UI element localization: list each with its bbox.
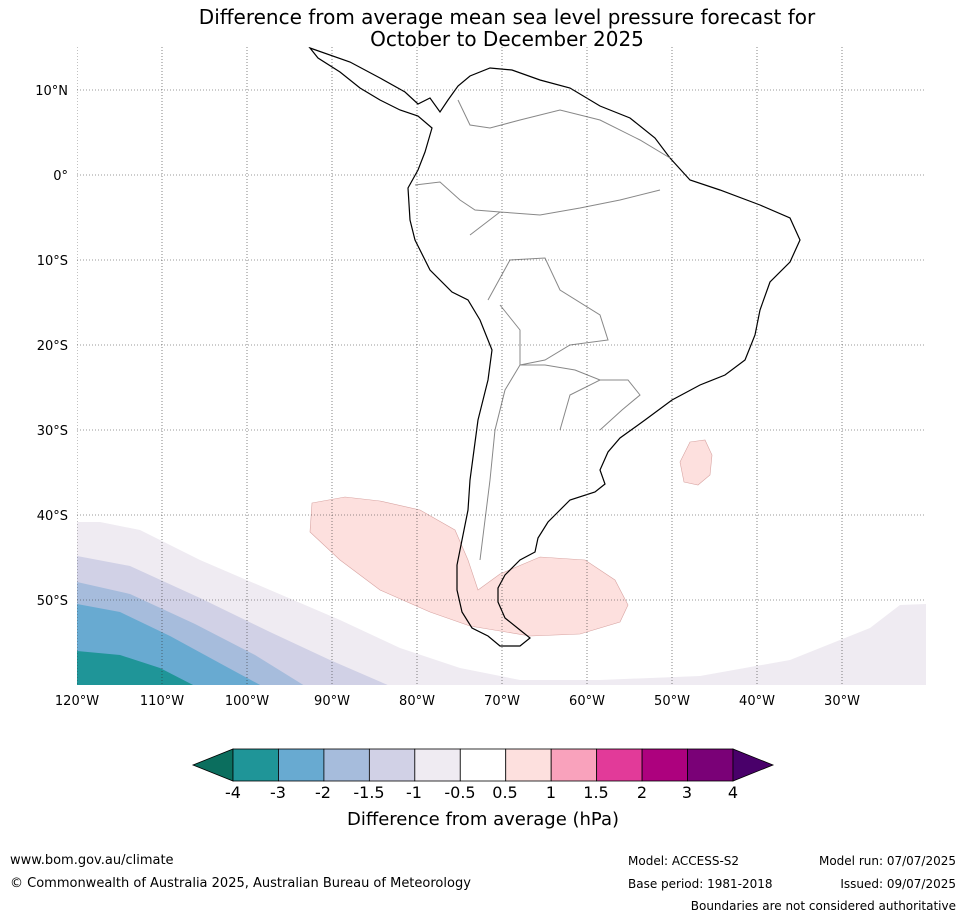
pressure-anomaly-map: 10°N 0° 10°S 20°S 30°S 40°S 50°S 120°W 1… <box>35 47 926 709</box>
longitude-labels: 120°W 110°W 100°W 90°W 80°W 70°W 60°W 50… <box>55 694 860 709</box>
anomaly-positive-south-atlantic <box>679 439 713 486</box>
map-plot-area <box>77 47 926 685</box>
colorbar-title: Difference from average (hPa) <box>347 809 619 830</box>
colorbar-tick-label: 2 <box>637 783 647 802</box>
lon-label: 50°W <box>654 694 690 709</box>
colorbar-legend: -4 -3 -2 -1.5 -1 -0.5 0.5 1 1.5 2 3 4 Di… <box>191 748 775 830</box>
model-run-date: Model run: 07/07/2025 <box>818 854 956 868</box>
lon-label: 110°W <box>140 694 184 709</box>
lat-label: 20°S <box>37 339 68 354</box>
colorbar-tick-label: -1.5 <box>353 783 384 802</box>
anomaly-positive-southeast-pacific <box>309 496 629 637</box>
latitude-labels: 10°N 0° 10°S 20°S 30°S 40°S 50°S <box>35 84 68 609</box>
colorbar-swatch <box>687 748 734 782</box>
lon-label: 80°W <box>399 694 435 709</box>
colorbar-swatch <box>278 748 325 782</box>
colorbar-tick-label: -1 <box>406 783 422 802</box>
lat-label: 0° <box>53 169 68 184</box>
colorbar-extend-high <box>732 748 775 782</box>
colorbar-tick-label: -0.5 <box>444 783 475 802</box>
colorbar-extend-low <box>191 748 234 782</box>
colorbar-swatches <box>191 748 775 782</box>
copyright-text: © Commonwealth of Australia 2025, Austra… <box>10 876 471 891</box>
graticule <box>77 47 926 685</box>
colorbar-tick-label: 3 <box>682 783 692 802</box>
lat-label: 40°S <box>37 509 68 524</box>
model-name: Model: ACCESS-S2 <box>628 854 740 868</box>
lon-label: 30°W <box>824 694 860 709</box>
colorbar-tick-label: -2 <box>315 783 331 802</box>
boundaries-note: Boundaries are not considered authoritat… <box>690 899 956 913</box>
anomaly-band-minus-3 <box>77 651 194 685</box>
colorbar-swatch <box>459 748 507 782</box>
lat-label: 50°S <box>37 594 68 609</box>
issued-date: Issued: 09/07/2025 <box>840 877 956 891</box>
lat-label: 30°S <box>37 424 68 439</box>
colorbar-tick-labels: -4 -3 -2 -1.5 -1 -0.5 0.5 1 1.5 2 3 4 <box>225 783 738 802</box>
colorbar-tick-label: -4 <box>225 783 241 802</box>
south-america-coastline <box>308 47 801 647</box>
colorbar-swatch <box>596 748 643 782</box>
lon-label: 60°W <box>569 694 605 709</box>
colorbar-tick-label: 0.5 <box>492 783 517 802</box>
colorbar-swatch <box>414 748 461 782</box>
lon-label: 120°W <box>55 694 99 709</box>
colorbar-swatch <box>232 748 279 782</box>
lon-label: 70°W <box>484 694 520 709</box>
lon-label: 100°W <box>225 694 269 709</box>
map-title-line-1: Difference from average mean sea level p… <box>198 5 816 29</box>
website-url[interactable]: www.bom.gov.au/climate <box>10 853 174 868</box>
map-title-line-2: October to December 2025 <box>370 27 644 51</box>
colorbar-tick-label: -3 <box>270 783 286 802</box>
base-period: Base period: 1981-2018 <box>628 877 773 891</box>
lat-label: 10°N <box>35 84 68 99</box>
colorbar-swatch <box>323 748 370 782</box>
lon-label: 90°W <box>314 694 350 709</box>
colorbar-tick-label: 4 <box>728 783 738 802</box>
colorbar-swatch <box>641 748 688 782</box>
lat-label: 10°S <box>37 254 68 269</box>
colorbar-swatch <box>550 748 598 782</box>
colorbar-tick-label: 1.5 <box>583 783 608 802</box>
colorbar-swatch <box>368 748 416 782</box>
colorbar-swatch <box>505 748 552 782</box>
country-borders <box>414 99 671 561</box>
colorbar-tick-label: 1 <box>546 783 556 802</box>
lon-label: 40°W <box>739 694 775 709</box>
